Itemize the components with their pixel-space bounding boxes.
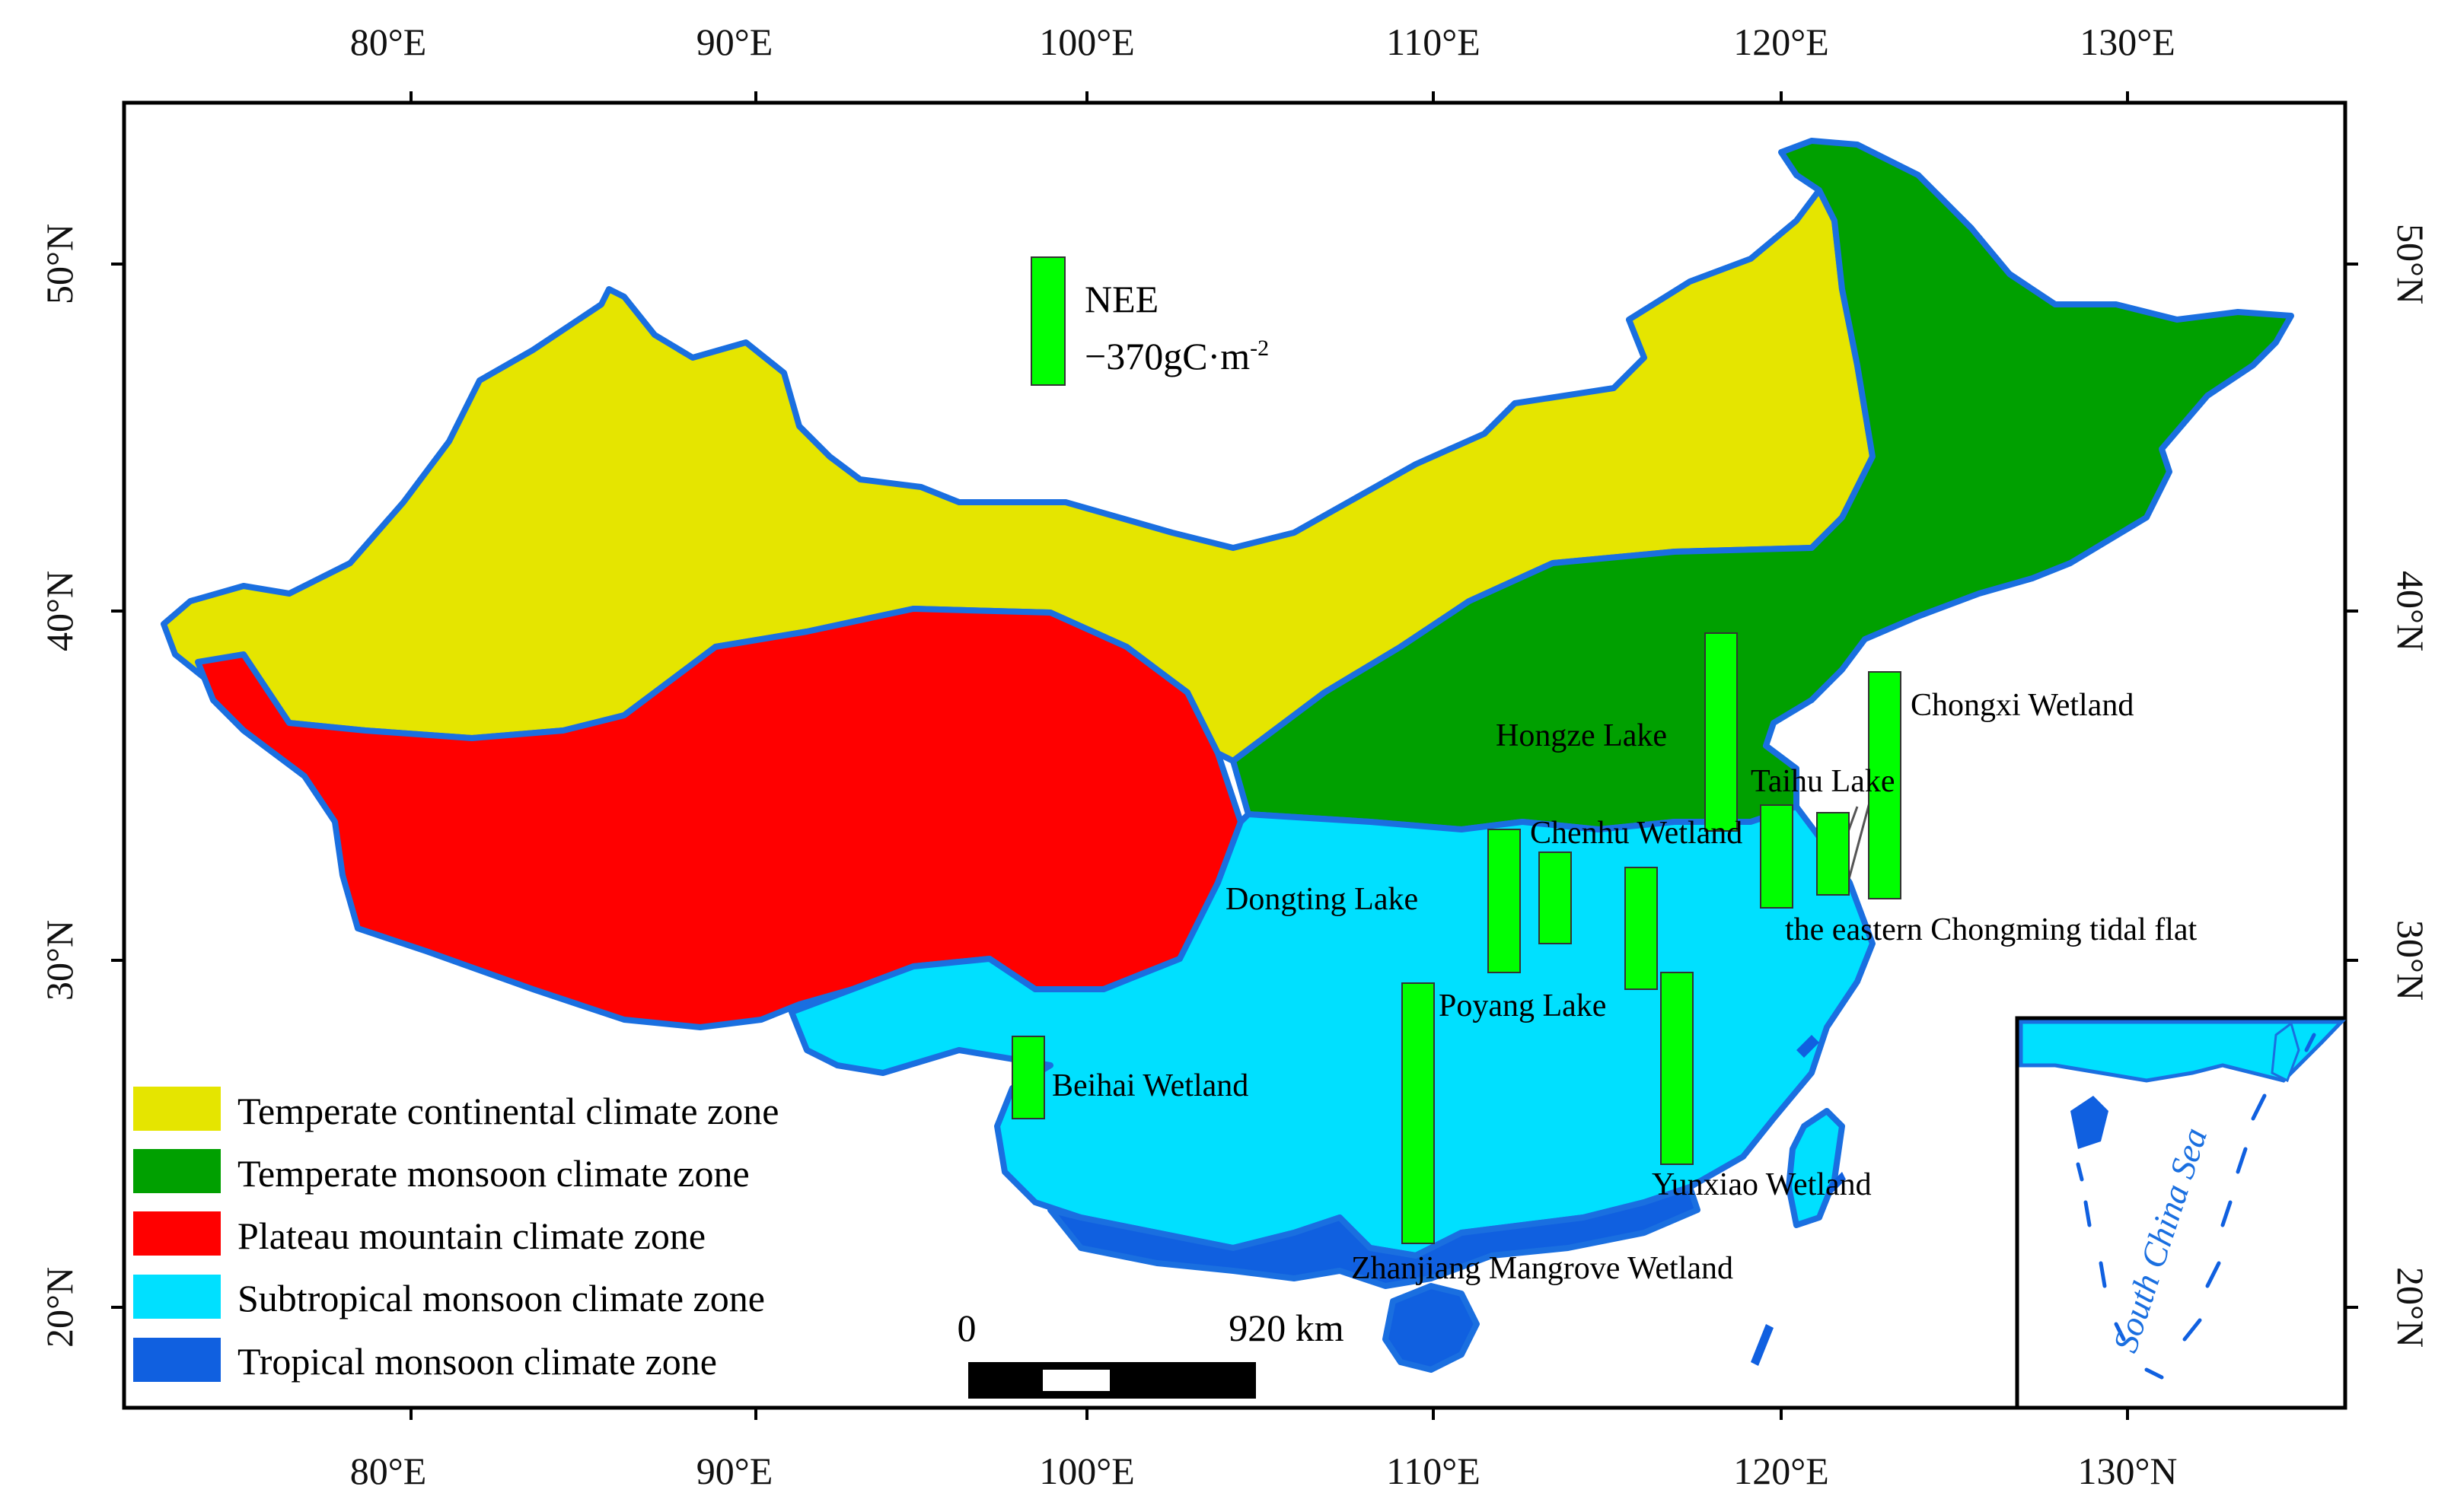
bottom-tick-label: 80°E (350, 1450, 427, 1492)
taiwan-island (1786, 1108, 1845, 1228)
left-tick-label: 40°N (38, 571, 81, 651)
climate-legend: Temperate continental climate zone Tempe… (133, 1087, 779, 1383)
nee-legend-title: NEE (1085, 278, 1159, 320)
nee-legend: NEE −370gC·m-2 (1031, 256, 1269, 386)
site-label-beihai-wetland: Beihai Wetland (1052, 1068, 1248, 1103)
legend-swatch-temperate-continental (133, 1087, 221, 1131)
top-tick-label: 130°E (2080, 21, 2175, 63)
legend-swatch-plateau-mountain (133, 1211, 221, 1256)
site-label-hongze-lake: Hongze Lake (1496, 718, 1667, 753)
site-label-taihu-lake: Taihu Lake (1751, 764, 1895, 799)
nee-bar-poyang-lake (1624, 867, 1658, 990)
nee-bar-taihu-lake (1760, 804, 1793, 909)
site-label-poyang-lake: Poyang Lake (1439, 988, 1606, 1023)
legend-swatch-tropical-monsoon (133, 1338, 221, 1382)
top-tick-label: 110°E (1386, 21, 1480, 63)
bottom-tick-label: 100°E (1039, 1450, 1135, 1492)
left-tick-label: 20°N (38, 1267, 81, 1348)
right-tick-label: 40°N (2389, 571, 2432, 651)
bottom-tick-label: 130°N (2077, 1450, 2177, 1492)
site-labels: Hongze Lake Chongxi Wetland Taihu Lake C… (1052, 688, 2198, 1286)
top-axis-labels: 80°E 90°E 100°E 110°E 120°E 130°E (350, 21, 2175, 63)
site-label-dongting-lake: Dongting Lake (1226, 882, 1418, 917)
nee-bar-yunxiao-wetland (1660, 972, 1694, 1165)
nee-bar-zhanjiang-mangrove (1401, 982, 1435, 1244)
right-tick-label: 30°N (2389, 920, 2432, 1001)
left-tick-label: 50°N (38, 224, 81, 304)
scale-bar-start-label: 0 (958, 1307, 977, 1349)
scale-bar-white-segment (1043, 1370, 1110, 1391)
nee-bar-hongze-lake (1704, 632, 1738, 832)
bottom-tick-label: 120°E (1733, 1450, 1829, 1492)
bottom-tick-label: 110°E (1386, 1450, 1480, 1492)
climate-zones (161, 138, 2294, 1373)
tropical-monsoon-zone-mainland (1047, 1184, 1700, 1289)
south-china-sea-inset: South China Sea (2015, 1016, 2347, 1410)
legend-swatch-subtropical-monsoon (133, 1275, 221, 1319)
right-tick-label: 20°N (2389, 1267, 2432, 1348)
nee-bar-chongxi-wetland (1868, 671, 1901, 899)
scale-bar-end-label: 920 km (1229, 1307, 1344, 1349)
bottom-tick-label: 90°E (696, 1450, 773, 1492)
legend-label-subtropical-monsoon: Subtropical monsoon climate zone (237, 1277, 765, 1319)
inset-island-taiwan (2271, 1021, 2300, 1083)
inset-dashed-boundary (2076, 1033, 2316, 1380)
scale-bar: 0 920 km (958, 1307, 1344, 1399)
nee-bar-eastern-chongming (1816, 812, 1850, 896)
site-label-eastern-chongming: the eastern Chongming tidal flat (1785, 912, 2198, 947)
inset-coastline (2019, 1020, 2346, 1083)
scale-bar-body (968, 1362, 1256, 1399)
legend-label-plateau-mountain: Plateau mountain climate zone (237, 1214, 706, 1257)
nee-legend-value: −370gC·m-2 (1085, 335, 1269, 377)
legend-label-temperate-continental: Temperate continental climate zone (237, 1090, 779, 1132)
right-tick-label: 50°N (2389, 224, 2432, 304)
left-axis-labels: 50°N 40°N 30°N 20°N (38, 224, 81, 1348)
temperate-monsoon-zone (1230, 138, 2294, 832)
small-islands (1751, 1035, 1846, 1366)
site-label-zhanjiang-mangrove: Zhanjiang Mangrove Wetland (1351, 1251, 1733, 1286)
nee-bar-chenhu-wetland (1538, 851, 1572, 944)
top-tick-label: 80°E (350, 21, 427, 63)
subtropical-monsoon-zone (789, 804, 1876, 1259)
site-label-chongxi-wetland: Chongxi Wetland (1911, 688, 2134, 723)
bottom-axis-labels: 80°E 90°E 100°E 110°E 120°E 130°N (350, 1450, 2178, 1492)
legend-swatch-temperate-monsoon (133, 1149, 221, 1193)
site-label-chenhu-wetland: Chenhu Wetland (1530, 816, 1742, 851)
tick-marks (111, 91, 2358, 1420)
legend-label-temperate-monsoon: Temperate monsoon climate zone (237, 1152, 750, 1195)
site-bars (1012, 632, 1901, 1244)
top-tick-label: 90°E (696, 21, 773, 63)
nee-legend-bar (1031, 256, 1066, 386)
hainan-island (1382, 1283, 1480, 1373)
right-axis-labels: 50°N 40°N 30°N 20°N (2389, 224, 2432, 1348)
nee-bar-dongting-lake (1487, 829, 1521, 973)
top-tick-label: 120°E (1733, 21, 1829, 63)
left-tick-label: 30°N (38, 920, 81, 1001)
site-label-yunxiao-wetland: Yunxiao Wetland (1652, 1167, 1872, 1202)
top-tick-label: 100°E (1039, 21, 1135, 63)
nee-bar-beihai-wetland (1012, 1036, 1045, 1119)
inset-frame (2015, 1016, 2347, 1410)
legend-label-tropical-monsoon: Tropical monsoon climate zone (237, 1340, 717, 1383)
inset-island-hainan (2070, 1096, 2108, 1149)
